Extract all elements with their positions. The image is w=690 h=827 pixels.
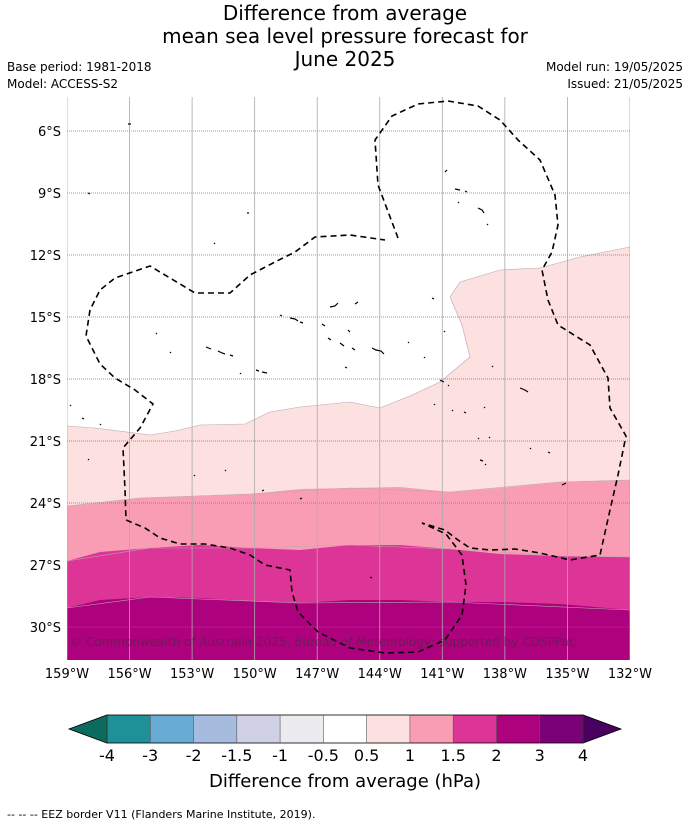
colorbar-swatch [539,715,583,743]
lon-label: 153°W [170,667,214,682]
issued-text: Issued: 21/05/2025 [567,77,683,91]
colorbar-swatch [409,715,454,743]
base-period-text: Base period: 1981-2018 [7,60,152,74]
latitude-labels: 6°S 9°S 12°S 15°S 18°S 21°S 24°S 27°S 30°S [30,125,61,636]
lat-label: 6°S [38,125,61,140]
lat-label: 30°S [30,621,61,636]
colorbar-swatch [193,715,237,743]
colorbar-tick: 0.5 [354,746,379,765]
islands [69,123,567,579]
map-title-line-3: June 2025 [294,47,396,71]
lon-label: 135°W [545,667,589,682]
colorbar-tick: -2 [186,746,202,765]
colorbar-tick: -1 [272,746,288,765]
meta-left: Base period: 1981-2018 Model: ACCESS-S2 [7,59,152,93]
colorbar-tick: -4 [99,746,115,765]
lat-label: 12°S [30,249,61,264]
colorbar-tick: -3 [142,746,158,765]
colorbar-swatch [323,715,367,743]
map-svg: © Commonwealth of Australia 2025, Bureau… [30,97,652,765]
colorbar-tick: 2 [491,746,501,765]
lon-label: 138°W [483,667,527,682]
colorbar-tick: 3 [535,746,545,765]
lat-label: 21°S [30,435,61,450]
colorbar-under-arrow [67,714,108,744]
copyright-notice: © Commonwealth of Australia 2025, Bureau… [70,635,576,649]
lat-label: 9°S [38,187,61,202]
lon-label: 132°W [608,667,652,682]
meta-right: Model run: 19/05/2025 Issued: 21/05/2025 [546,59,683,93]
model-text: Model: ACCESS-S2 [7,77,119,91]
longitude-labels: 159°W 156°W 153°W 150°W 147°W 144°W 141°W 138°W… [45,667,652,682]
colorbar-over-arrow [582,714,623,744]
map-title-line-1: Difference from average [222,1,468,25]
region-2-to-3 [67,597,630,660]
colorbar-swatch [366,715,410,743]
lon-label: 144°W [358,667,402,682]
contour-lines [67,246,630,611]
lat-label: 27°S [30,559,61,574]
colorbar-tick: -1.5 [221,746,252,765]
lon-label: 141°W [420,667,464,682]
colorbar-tick: 1.5 [440,746,465,765]
colorbar-tick: 4 [578,746,588,765]
colorbar: -4 -3 -2 -1.5 -1 -0.5 0.5 1 1.5 2 3 4 [67,714,623,765]
lon-label: 150°W [233,667,277,682]
footer-note: -- -- -- EEZ border V11 (Flanders Marine… [7,808,316,821]
colorbar-swatch [280,715,324,743]
colorbar-swatch [453,715,497,743]
colorbar-title: Difference from average (hPa) [208,771,482,792]
eez-border [85,100,627,654]
lon-label: 147°W [295,667,339,682]
lat-label: 18°S [30,373,61,388]
lat-label: 24°S [30,497,61,512]
colorbar-tick: 1 [405,746,415,765]
colorbar-swatch [150,715,194,743]
lat-label: 15°S [30,311,61,326]
colorbar-tick: -0.5 [308,746,339,765]
colorbar-swatch [107,715,151,743]
lon-label: 159°W [45,667,89,682]
colorbar-swatch [236,715,281,743]
lon-label: 156°W [107,667,151,682]
map-area: © Commonwealth of Australia 2025, Bureau… [67,97,630,660]
model-run-text: Model run: 19/05/2025 [545,60,683,74]
colorbar-swatch [496,715,540,743]
map-title-line-2: mean sea level pressure forecast for [162,24,528,48]
